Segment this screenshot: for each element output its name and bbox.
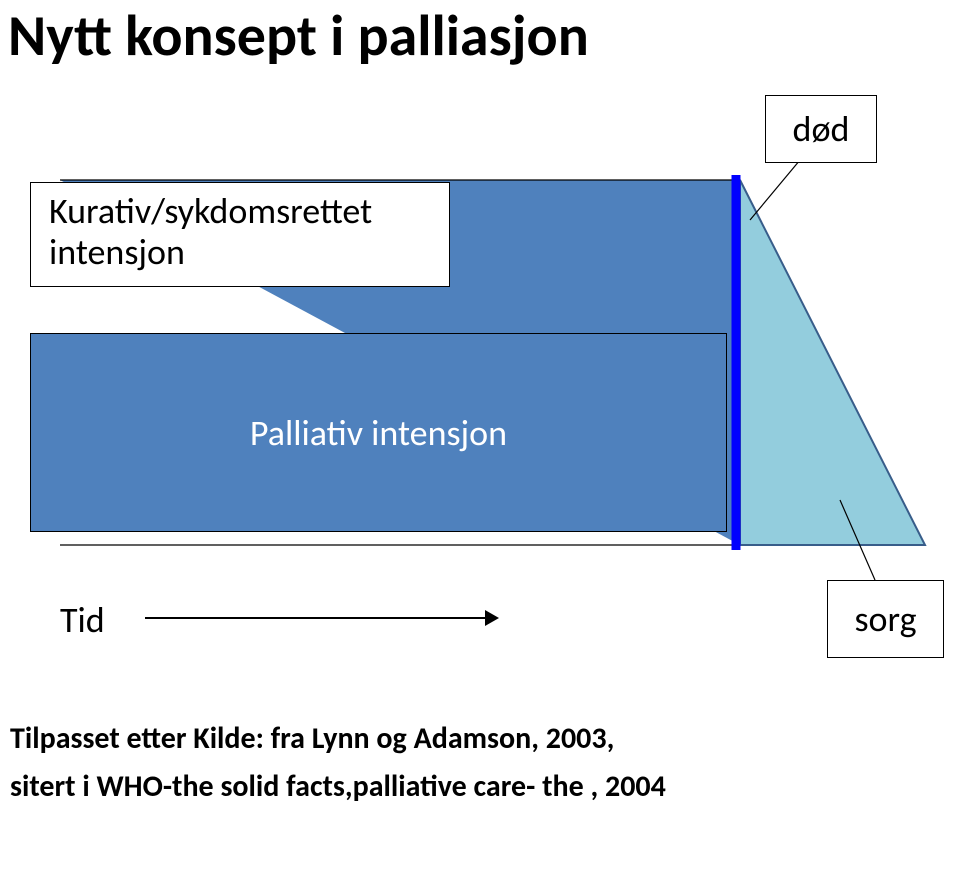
tid-label: Tid (60, 598, 105, 642)
slide: Nytt konsept i palliasjon død Kurativ/sy… (0, 0, 960, 876)
tid-axis-line (145, 617, 485, 619)
kurativ-label-1: Kurativ/sykdomsrettet (49, 191, 372, 232)
kurativ-label-2: intensjon (49, 232, 185, 273)
page-title: Nytt konsept i palliasjon (8, 0, 589, 71)
tid-arrow-icon (485, 610, 499, 626)
concept-diagram: død Kurativ/sykdomsrettet intensjon Pall… (30, 120, 930, 640)
dod-box: død (765, 95, 877, 163)
dod-label: død (793, 107, 850, 151)
source-caption: Tilpasset etter Kilde: fra Lynn og Adams… (10, 715, 950, 811)
grief-triangle (740, 180, 925, 545)
palliativ-label: Palliativ intensjon (250, 411, 507, 455)
dod-connector (750, 160, 800, 220)
sorg-label: sorg (854, 597, 916, 641)
kurativ-box: Kurativ/sykdomsrettet intensjon (30, 182, 450, 287)
caption-line-2: sitert i WHO-the solid facts,palliative … (10, 763, 950, 811)
sorg-box: sorg (827, 580, 944, 658)
caption-line-1: Tilpasset etter Kilde: fra Lynn og Adams… (10, 715, 950, 763)
palliativ-box: Palliativ intensjon (30, 333, 727, 532)
